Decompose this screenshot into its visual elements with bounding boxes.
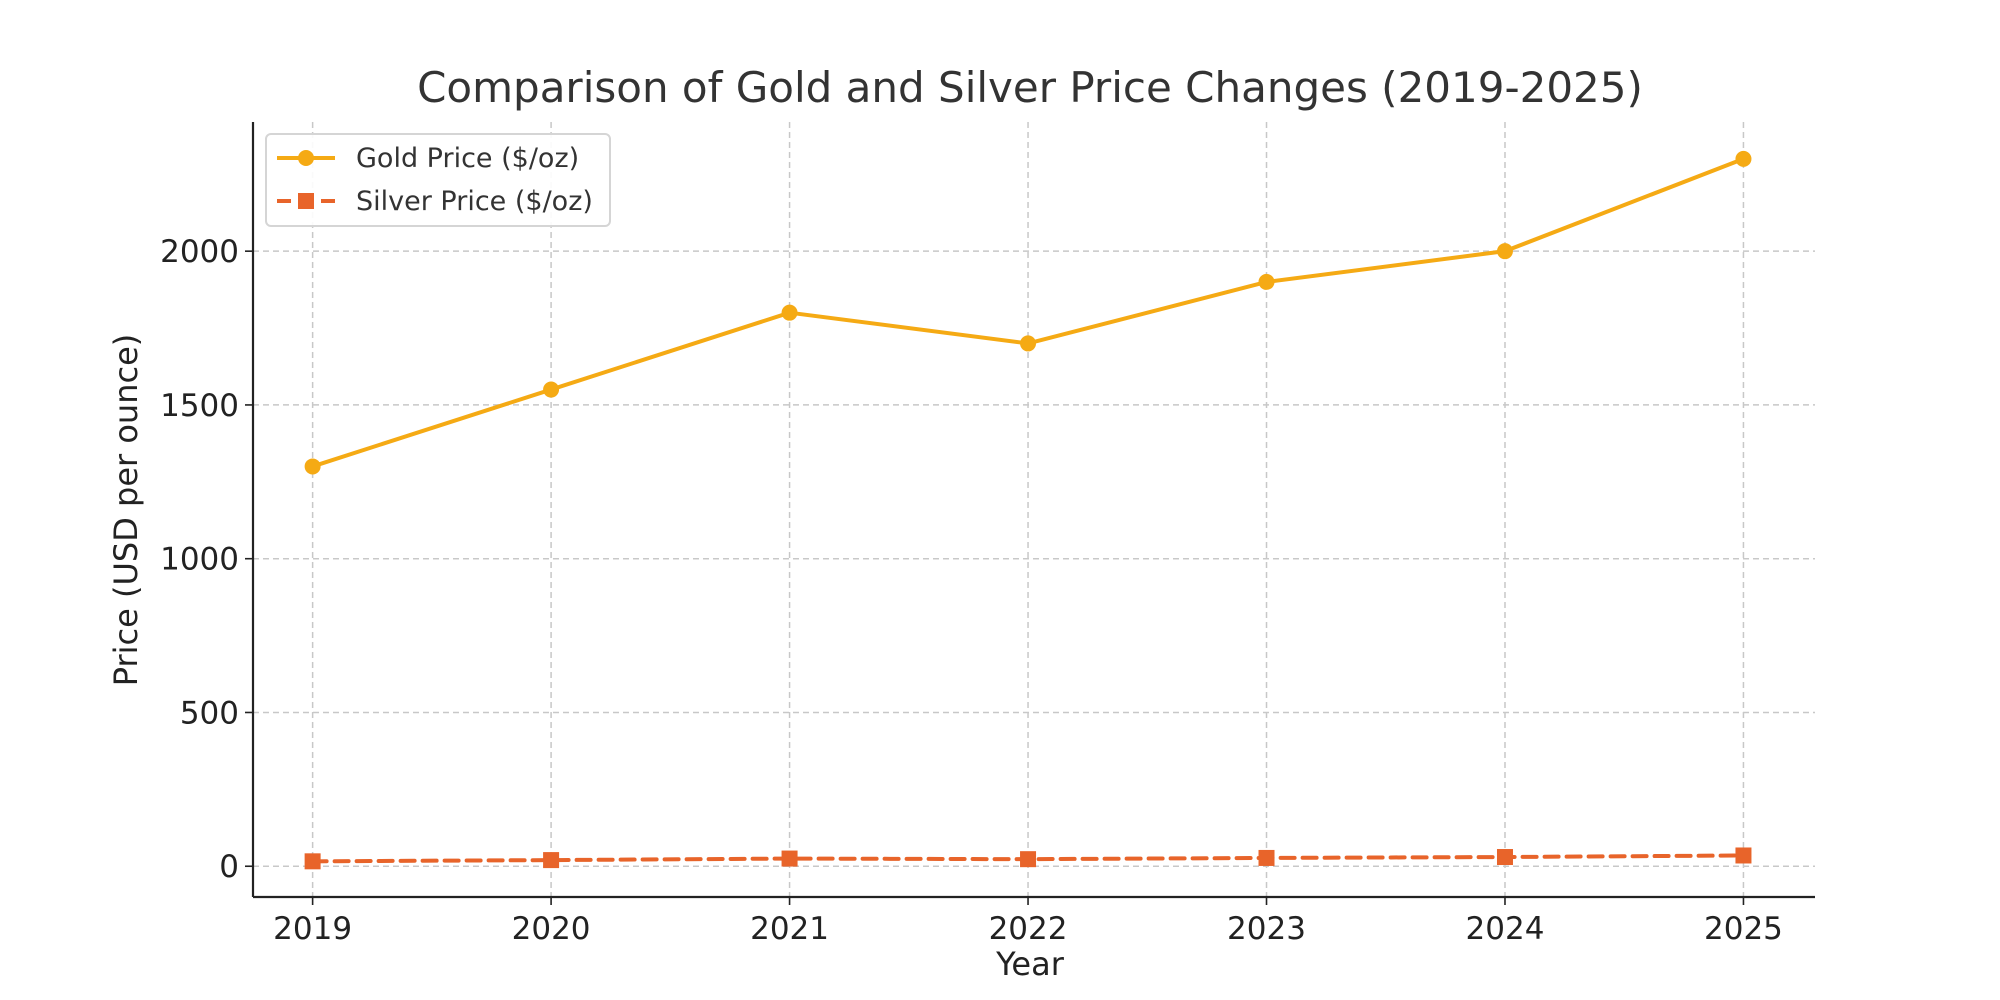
legend-label-0: Gold Price ($/oz) [356,143,579,174]
x-tick-label: 2023 [1227,911,1306,947]
x-tick-label: 2019 [273,911,352,947]
legend-marker-1 [298,193,314,209]
grid-lines [253,122,1815,897]
data-point-1-2024 [1496,849,1513,866]
legend-box [265,133,611,227]
data-point-0-2023 [1258,273,1275,290]
data-point-0-2020 [543,381,560,398]
data-point-1-2022 [1020,851,1037,868]
chart-title: Comparison of Gold and Silver Price Chan… [417,63,1643,112]
data-point-0-2025 [1735,150,1752,167]
y-tick-label: 1000 [160,542,239,578]
y-tick-label: 0 [219,849,239,885]
data-point-0-2022 [1020,335,1037,352]
y-axis-label: Price (USD per ounce) [107,334,145,687]
y-axis-ticks: 0 500 1000 1500 2000 [160,234,253,885]
data-point-1-2025 [1735,847,1752,864]
x-tick-label: 2021 [750,911,829,947]
x-tick-label: 2024 [1466,911,1545,947]
x-axis-ticks: 2019 2020 2021 2022 2023 2024 2025 [273,897,1783,947]
series-lines [304,150,1752,870]
data-point-0-2021 [781,304,798,321]
data-point-1-2021 [781,850,798,867]
y-tick-label: 2000 [160,234,239,270]
legend: Gold Price ($/oz) Silver Price ($/oz) [265,133,611,227]
data-point-1-2019 [304,853,321,870]
data-point-0-2024 [1496,243,1513,260]
legend-label-1: Silver Price ($/oz) [356,186,593,217]
x-tick-label: 2025 [1704,911,1783,947]
data-point-0-2019 [304,458,321,475]
axes [251,122,1815,899]
data-point-1-2020 [543,852,560,869]
x-tick-label: 2022 [989,911,1068,947]
data-point-1-2023 [1258,849,1275,866]
x-axis-label: Year [995,945,1065,983]
y-tick-label: 500 [180,695,239,731]
y-tick-label: 1500 [160,388,239,424]
x-tick-label: 2020 [512,911,591,947]
legend-marker-0 [298,150,314,166]
